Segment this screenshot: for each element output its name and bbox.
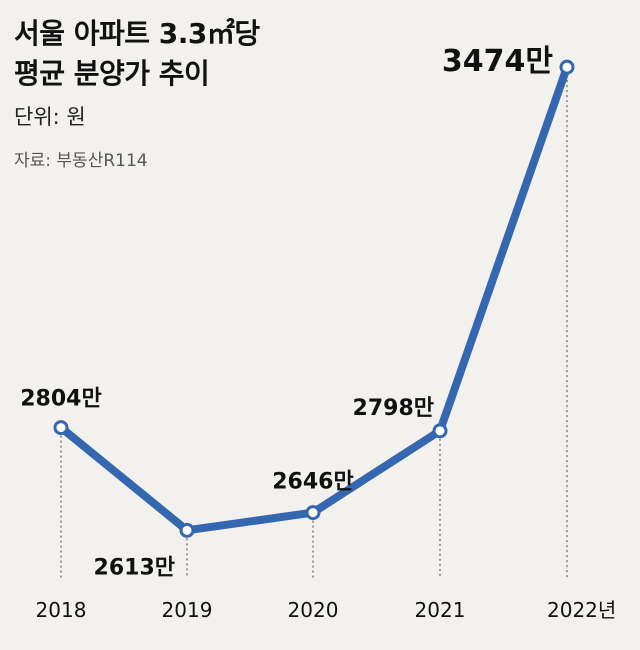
chart-title: 서울 아파트 3.3㎡당 평균 분양가 추이 <box>14 14 414 94</box>
title-line-2: 평균 분양가 추이 <box>14 57 210 90</box>
value-label-2022: 3474만 <box>442 44 553 79</box>
data-point-2019 <box>179 522 195 538</box>
chart-header: 서울 아파트 3.3㎡당 평균 분양가 추이 단위: 원 자료: 부동산R114 <box>14 14 414 172</box>
value-label-2019: 2613만 <box>94 555 175 580</box>
value-label-2020: 2646만 <box>272 470 353 495</box>
x-tick-label-2019: 2019 <box>162 598 213 622</box>
series-line <box>57 63 571 535</box>
unit-note: 단위: 원 <box>14 105 86 129</box>
x-axis: 2018 2019 2020 2021 2022년 <box>36 598 617 622</box>
title-line-1: 서울 아파트 3.3㎡당 <box>14 17 260 50</box>
x-tick-label-2020: 2020 <box>288 598 339 622</box>
data-point-2021 <box>432 423 448 439</box>
value-label-2018: 2804만 <box>20 387 101 412</box>
data-point-2018 <box>53 420 69 436</box>
data-points <box>53 59 575 538</box>
x-tick-label-2021: 2021 <box>415 598 466 622</box>
guide-lines <box>60 75 568 578</box>
data-point-2022 <box>559 59 575 75</box>
data-point-2020 <box>305 505 321 521</box>
value-labels: 2804만 2613만 2646만 2798만 3474만 <box>20 44 553 580</box>
source-note: 자료: 부동산R114 <box>14 151 148 171</box>
x-tick-label-2018: 2018 <box>36 598 87 622</box>
x-tick-label-2022: 2022년 <box>547 598 616 622</box>
value-label-2021: 2798만 <box>353 396 434 421</box>
